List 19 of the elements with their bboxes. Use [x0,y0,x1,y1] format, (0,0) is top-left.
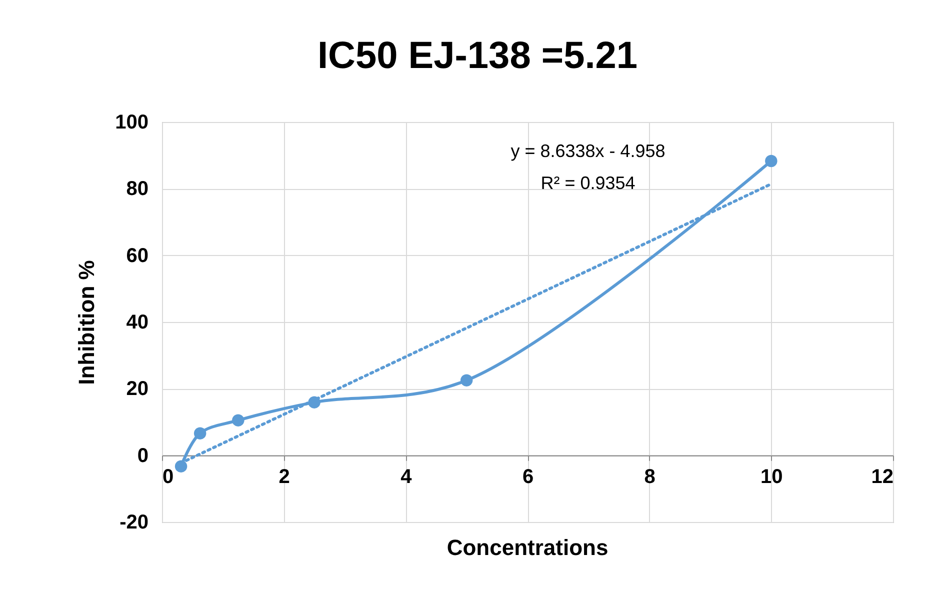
x-tick-label: 12 [871,466,894,488]
y-tick-label: -20 [120,512,148,534]
x-axis-title: Concentrations [446,535,608,560]
annotation: R² = 0.9354 [540,173,636,193]
x-tick-label: 2 [278,466,290,488]
y-tick-label: 60 [126,244,148,267]
x-tick-label: 4 [400,466,413,488]
chart-title: IC50 EJ-138 =5.21 [317,35,638,77]
x-tick-label: 8 [644,466,656,488]
y-axis-title: Inhibition % [74,260,100,385]
annotation: y = 8.6338x - 4.958 [510,141,666,161]
x-tick-label: 0 [162,466,174,488]
y-tick-label: 0 [137,444,148,467]
x-tick-label: 10 [760,466,783,488]
y-tick-label: 20 [126,378,148,400]
y-tick-label: 40 [126,312,148,334]
x-tick-label: 6 [522,466,534,488]
y-tick-label: 100 [115,112,148,134]
y-tick-label: 80 [126,178,148,200]
